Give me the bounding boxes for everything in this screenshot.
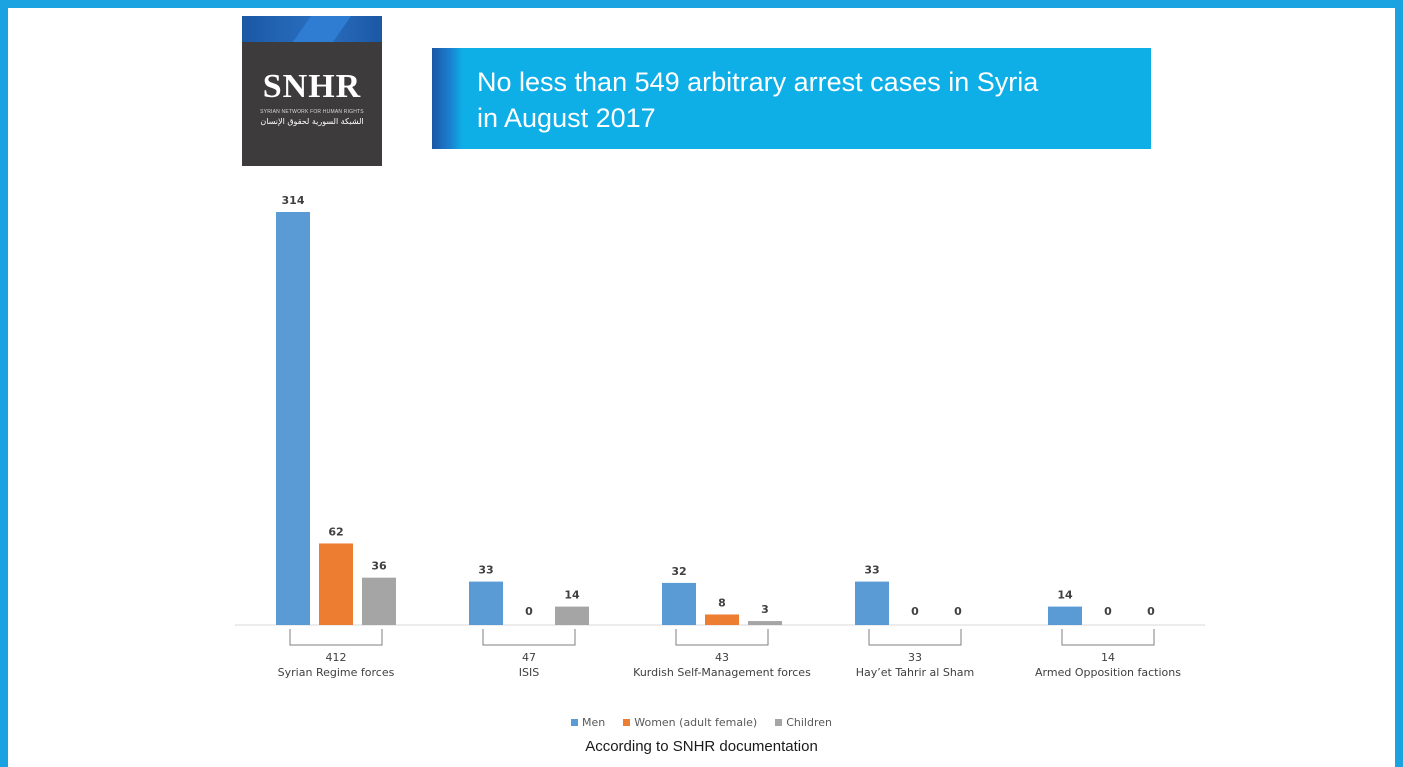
bar-women bbox=[705, 614, 739, 625]
bar-men bbox=[469, 581, 503, 625]
data-label: 0 bbox=[525, 605, 533, 618]
logo-stripe bbox=[242, 16, 382, 42]
snhr-logo: SNHR SYRIAN NETWORK FOR HUMAN RIGHTS الش… bbox=[242, 16, 382, 166]
bar-children bbox=[748, 621, 782, 625]
legend-swatch bbox=[775, 719, 783, 726]
title-banner: No less than 549 arbitrary arrest cases … bbox=[432, 48, 1151, 149]
data-label: 32 bbox=[671, 565, 686, 578]
data-label: 14 bbox=[1057, 589, 1073, 602]
data-label: 3 bbox=[761, 603, 769, 616]
logo-brand: SNHR bbox=[262, 68, 362, 105]
bar-women bbox=[319, 543, 353, 625]
category-label: Syrian Regime forces bbox=[278, 666, 395, 679]
data-label: 62 bbox=[328, 525, 343, 538]
group-bracket bbox=[1061, 629, 1155, 646]
data-label: 0 bbox=[1147, 605, 1155, 618]
legend-swatch bbox=[623, 719, 631, 726]
bar-children bbox=[555, 606, 589, 625]
bar-men bbox=[1048, 606, 1082, 625]
legend-swatch bbox=[571, 719, 578, 726]
legend-item: Women (adult female) bbox=[623, 716, 757, 729]
legend-item: Children bbox=[775, 716, 832, 729]
banner-accent bbox=[432, 48, 462, 149]
data-label: 33 bbox=[478, 564, 493, 577]
group-bracket bbox=[482, 629, 576, 646]
category-label: ISIS bbox=[519, 666, 539, 679]
category-total: 43 bbox=[715, 651, 729, 664]
chart-legend: Men Women (adult female) Children bbox=[0, 716, 1403, 729]
bar-men bbox=[855, 581, 889, 625]
legend-label: Children bbox=[786, 716, 832, 729]
group-bracket bbox=[675, 629, 769, 646]
bar-men bbox=[276, 212, 310, 625]
legend-label: Women (adult female) bbox=[634, 716, 758, 729]
category-total: 14 bbox=[1101, 651, 1115, 664]
category-label: Hay’et Tahrir al Sham bbox=[856, 666, 975, 679]
footnote: According to SNHR documentation bbox=[585, 738, 818, 755]
data-label: 33 bbox=[864, 564, 879, 577]
category-total: 47 bbox=[522, 651, 536, 664]
category-label: Kurdish Self-Management forces bbox=[633, 666, 811, 679]
data-label: 14 bbox=[564, 589, 580, 602]
data-label: 0 bbox=[911, 605, 919, 618]
bar-children bbox=[362, 577, 396, 625]
data-label: 314 bbox=[282, 194, 305, 207]
group-bracket bbox=[868, 629, 962, 646]
legend-label: Men bbox=[582, 716, 606, 729]
category-label: Armed Opposition factions bbox=[1035, 666, 1181, 679]
group-bracket bbox=[289, 629, 383, 646]
bar-men bbox=[662, 582, 696, 625]
chart-title: No less than 549 arbitrary arrest cases … bbox=[477, 67, 1039, 133]
logo-arabic: الشبكة السورية لحقوق الإنسان bbox=[260, 117, 364, 126]
legend-item: Men bbox=[571, 716, 605, 729]
logo-subtitle: SYRIAN NETWORK FOR HUMAN RIGHTS bbox=[260, 109, 364, 115]
category-total: 412 bbox=[326, 651, 347, 664]
data-label: 8 bbox=[718, 596, 726, 609]
data-label: 0 bbox=[954, 605, 962, 618]
data-label: 36 bbox=[371, 560, 387, 573]
data-label: 0 bbox=[1104, 605, 1112, 618]
category-total: 33 bbox=[908, 651, 922, 664]
